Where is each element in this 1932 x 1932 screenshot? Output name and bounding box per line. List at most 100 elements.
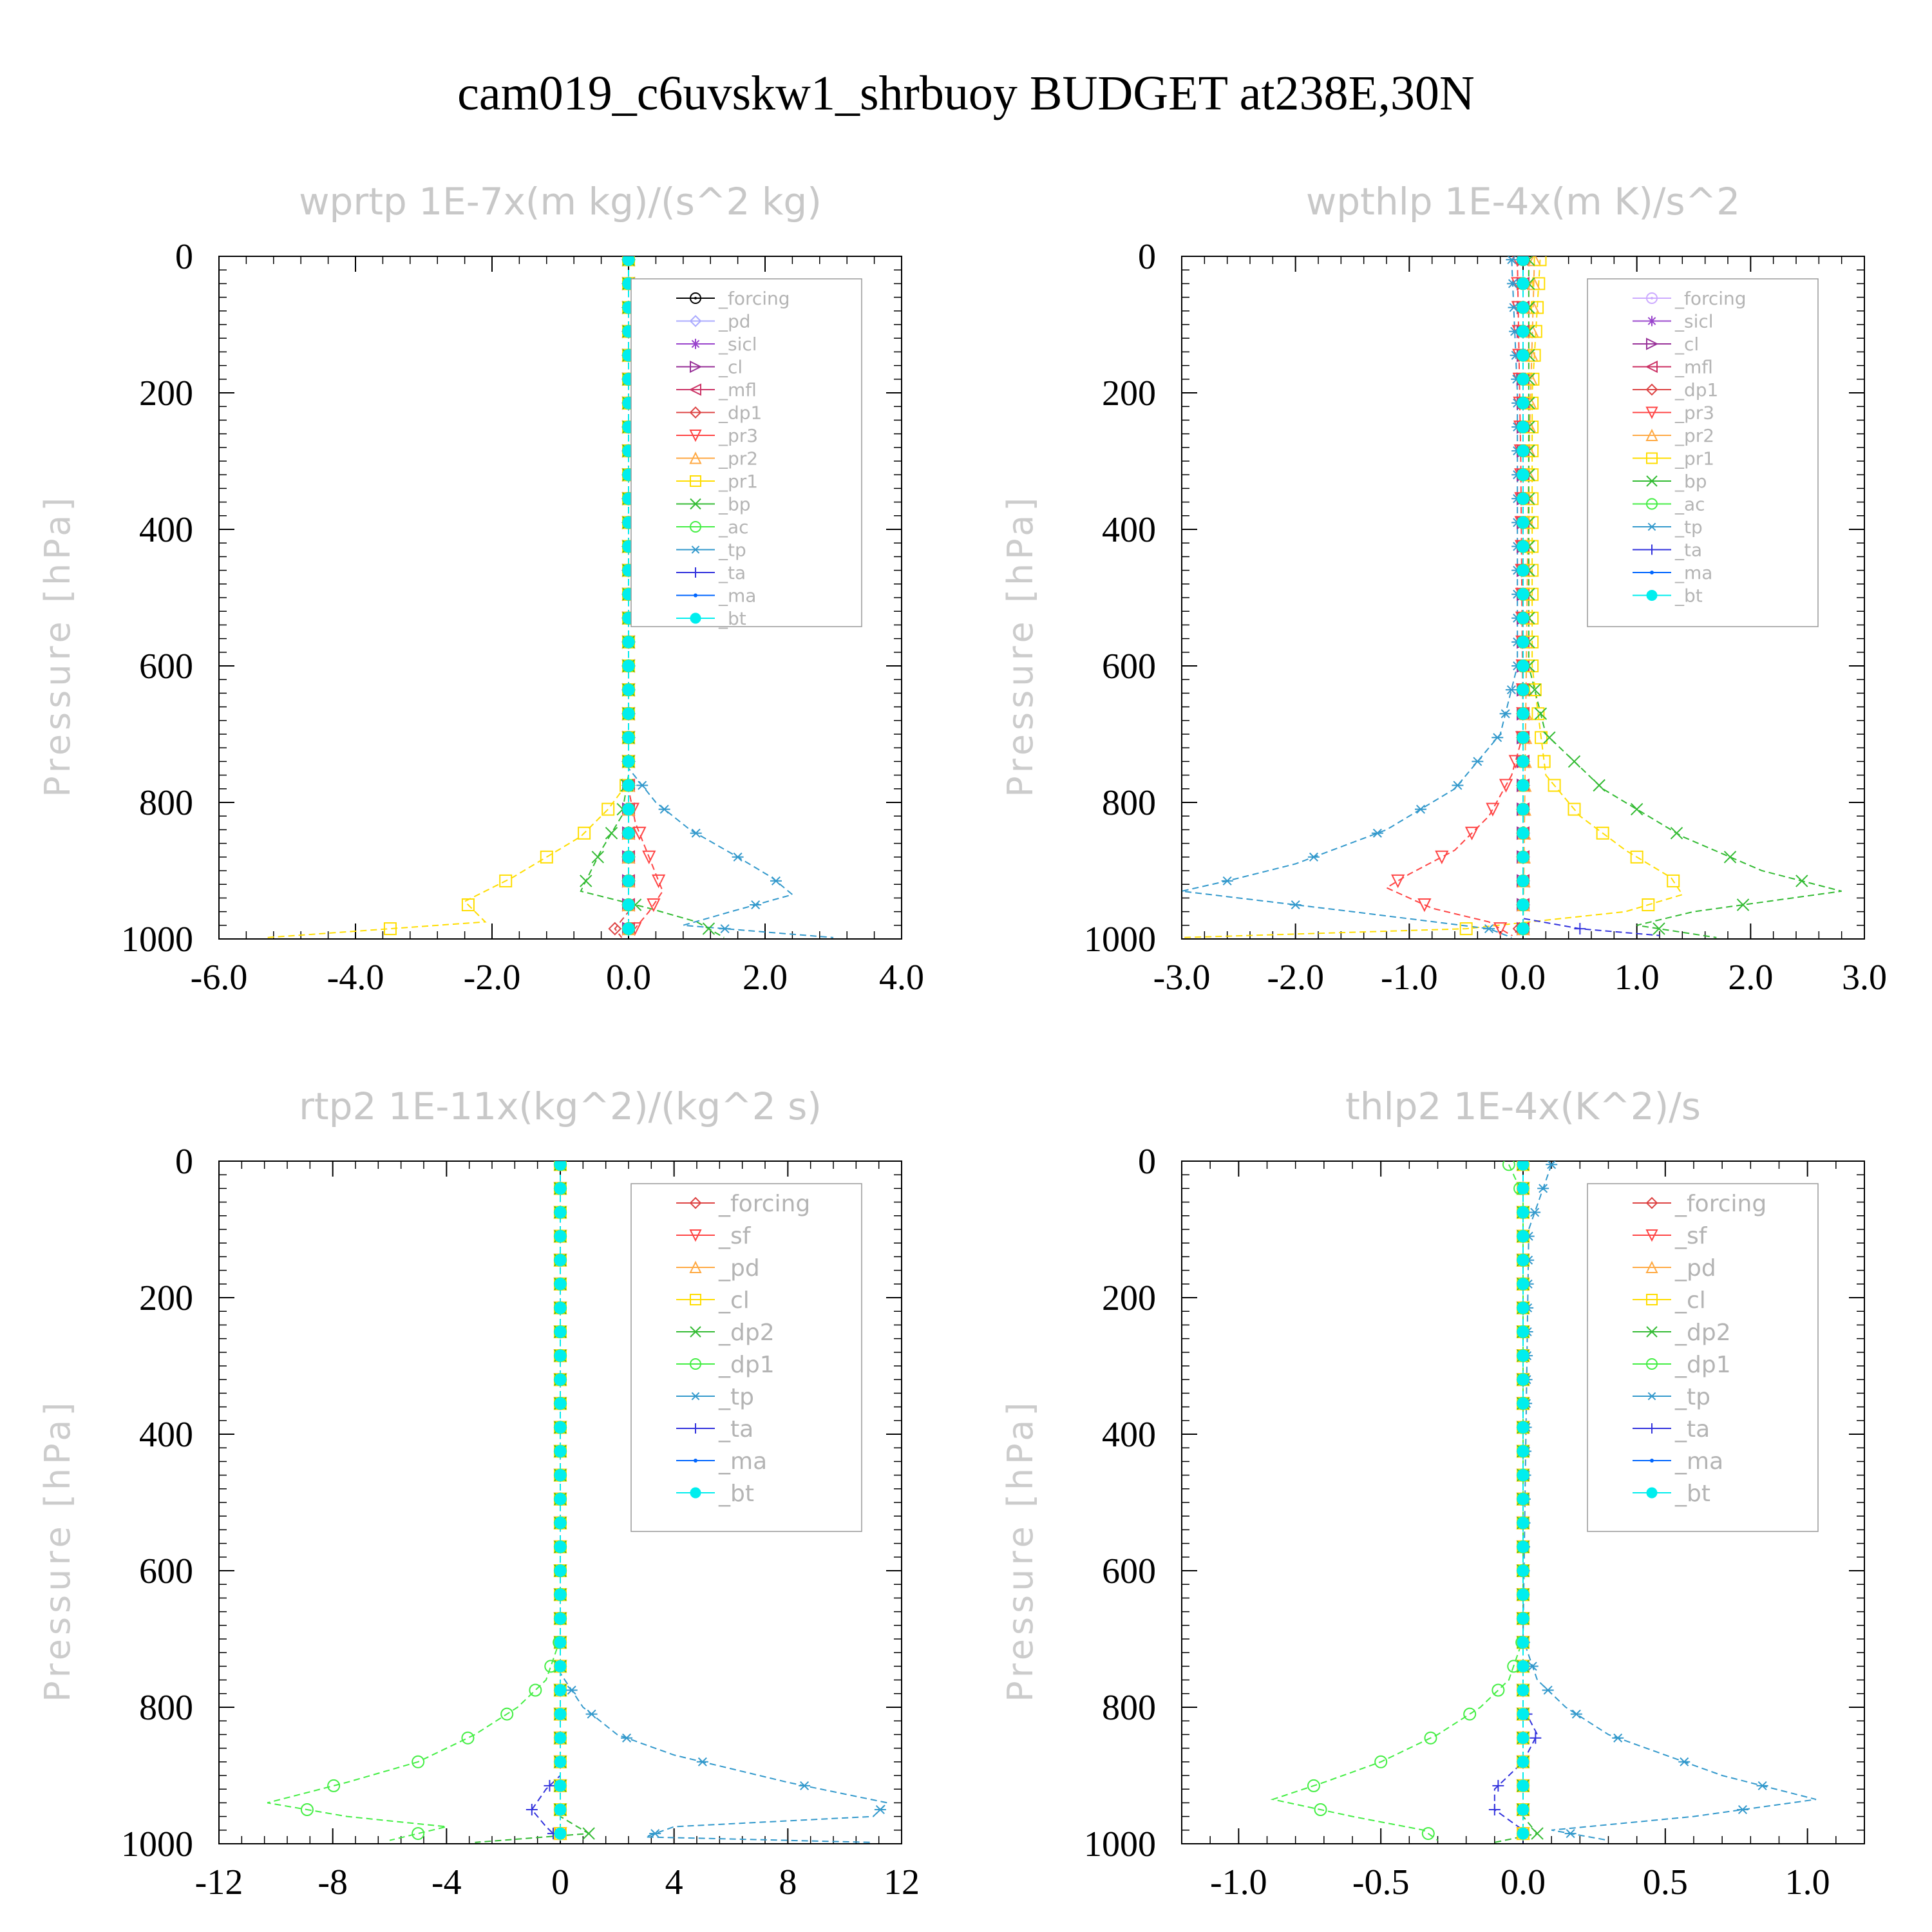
- data-point: [554, 1302, 567, 1314]
- legend-marker: [1647, 544, 1657, 555]
- data-point: [554, 1803, 567, 1816]
- data-point: [1534, 707, 1548, 720]
- chart-panel: wpthlp 1E-4x(m K)/s^2 Pressure [hPa] -3.0 -…: [1000, 180, 1887, 998]
- data-point: [1517, 444, 1530, 457]
- data-point: [1667, 874, 1680, 887]
- x-tick-label: 0.0: [606, 958, 651, 998]
- legend-marker: [1645, 383, 1658, 396]
- data-point: [1546, 1161, 1558, 1170]
- legend-marker: [690, 1294, 701, 1305]
- data-point: [554, 1206, 567, 1218]
- data-point: [1517, 707, 1530, 720]
- data-point: [1488, 1804, 1501, 1815]
- data-point: [1517, 1421, 1530, 1434]
- legend-box: [1587, 278, 1819, 627]
- chart-panel: rtp2 1E-11x(kg^2)/(kg^2 s) Pressure [hPa]…: [37, 1084, 920, 1902]
- y-tick-label: 800: [139, 783, 193, 823]
- x-tick-label: 0.5: [1643, 1862, 1688, 1902]
- data-point: [622, 256, 635, 266]
- data-point: [554, 1827, 567, 1840]
- data-point: [1374, 1755, 1388, 1768]
- data-point: [1517, 1302, 1530, 1314]
- x-tick-label: 12: [884, 1862, 920, 1902]
- legend-label: _forcing: [1674, 288, 1747, 309]
- legend-marker: [1647, 316, 1657, 327]
- data-point: [1506, 256, 1518, 265]
- data-point: [1415, 804, 1426, 814]
- series-line: [580, 260, 724, 938]
- data-point: [1517, 1161, 1530, 1171]
- legend-entry: _bt: [676, 608, 746, 629]
- data-point: [1532, 277, 1546, 290]
- legend-label: _ac: [718, 516, 749, 538]
- data-point: [799, 1781, 811, 1790]
- legend-entry: _pr2: [1633, 425, 1714, 446]
- data-point: [1564, 1829, 1577, 1839]
- data-point: [1517, 1588, 1530, 1601]
- data-point: [1529, 1208, 1541, 1217]
- legend-label: _bt: [1674, 1481, 1710, 1507]
- series-markers: [1488, 1161, 1542, 1840]
- legend-entry: _bt: [1633, 1481, 1710, 1507]
- legend-marker: [689, 451, 702, 464]
- data-point: [622, 827, 635, 840]
- data-point: [554, 1636, 567, 1649]
- data-point: [636, 781, 649, 790]
- legend-marker: [689, 1260, 702, 1273]
- legend-marker: [689, 406, 702, 419]
- data-point: [1371, 828, 1383, 838]
- legend-entry: _cl: [1633, 334, 1699, 355]
- data-point: [1630, 850, 1643, 864]
- legend-marker: [694, 1459, 697, 1463]
- series-markers: [300, 1161, 567, 1841]
- data-point: [582, 1827, 595, 1840]
- data-point: [1567, 755, 1581, 768]
- series-line: [267, 1164, 561, 1841]
- data-point: [1517, 1779, 1530, 1792]
- data-point: [601, 802, 615, 816]
- data-point: [1221, 876, 1233, 886]
- legend-marker: [1646, 337, 1659, 350]
- series-markers: [1391, 256, 1530, 936]
- data-point: [1517, 1325, 1530, 1338]
- data-point: [1517, 373, 1530, 386]
- data-point: [578, 826, 591, 840]
- series-dp1: [614, 260, 629, 938]
- series-markers: [554, 1161, 567, 1840]
- data-point: [565, 1685, 578, 1695]
- data-point: [554, 1684, 567, 1696]
- x-tick-label: 1.0: [1615, 958, 1660, 998]
- data-point: [622, 779, 635, 791]
- data-point: [554, 1564, 567, 1577]
- y-tick-label: 600: [139, 647, 193, 687]
- data-point: [554, 1254, 567, 1267]
- series-markers: [1307, 1161, 1530, 1841]
- legend-label: _ma: [718, 585, 756, 607]
- legend-marker: [1645, 1229, 1658, 1242]
- legend-marker: [1647, 1392, 1657, 1401]
- legend-entry: _bt: [1633, 585, 1703, 607]
- data-point: [1517, 1732, 1530, 1745]
- data-point: [540, 850, 553, 864]
- data-point: [1472, 757, 1484, 766]
- y-tick-label: 400: [1102, 1415, 1156, 1455]
- data-point: [1653, 922, 1665, 935]
- legend-marker: [1646, 1294, 1658, 1305]
- legend-label: _cl: [1674, 1287, 1706, 1314]
- legend-label: _cl: [718, 357, 743, 378]
- legend-label: _ta: [718, 562, 746, 583]
- chart-panels: wprtp 1E-7x(m kg)/(s^2 kg) Pressure [hPa]…: [37, 180, 1887, 1902]
- data-point: [554, 1230, 567, 1243]
- legend-marker: [1646, 292, 1658, 304]
- series-markers: [1517, 256, 1530, 935]
- legend-box: [630, 1183, 862, 1532]
- legend-marker: [690, 1423, 701, 1434]
- data-point: [621, 1733, 633, 1743]
- data-point: [1417, 898, 1432, 913]
- data-point: [544, 1779, 556, 1792]
- legend-label: _dp1: [1674, 1352, 1731, 1378]
- legend-entry: _forcing: [1633, 288, 1747, 309]
- data-point: [647, 898, 661, 913]
- legend-marker: [1646, 1326, 1658, 1338]
- data-point: [300, 1803, 314, 1816]
